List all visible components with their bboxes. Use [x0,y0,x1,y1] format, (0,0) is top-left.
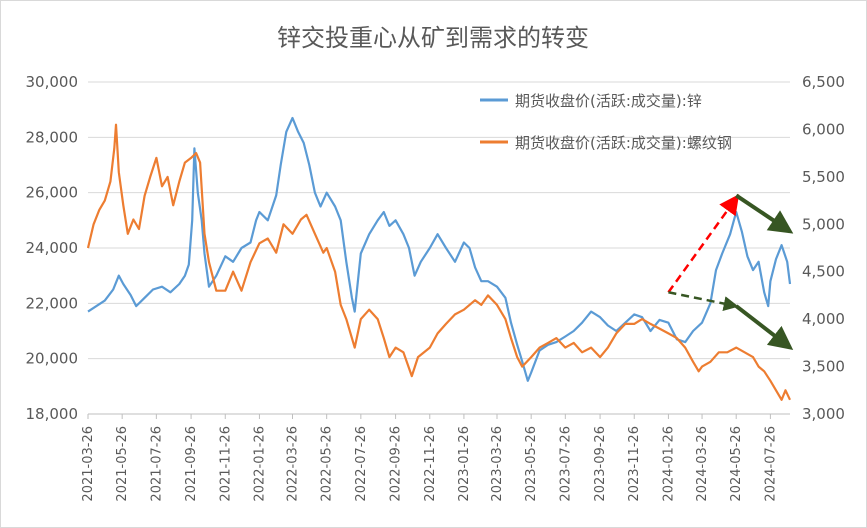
series-lines [86,116,792,401]
trend-arrows [667,193,794,351]
x-tick-label: 2022-11-26 [423,426,438,502]
trend-arrow-1 [667,194,740,293]
x-tick-label: 2021-05-26 [115,426,130,502]
y-left-tick-label: 28,000 [26,128,79,146]
x-tick-label: 2024-01-26 [661,426,676,502]
y-left-tick-label: 24,000 [26,239,79,257]
y-left-tick-label: 18,000 [26,405,79,423]
y-right-tick-label: 3,000 [802,405,845,423]
y-right-tick-label: 3,500 [802,358,845,376]
y-right-tick-label: 5,000 [802,215,845,233]
legend-label-zinc: 期货收盘价(活跃:成交量):锌 [515,92,702,110]
x-tick-label: 2021-03-26 [81,426,96,502]
y-right-tick-label: 6,000 [802,120,845,138]
legend-label-rebar: 期货收盘价(活跃:成交量):螺纹钢 [515,134,732,152]
x-tick-label: 2022-01-26 [252,426,267,502]
y-left-tick-label: 20,000 [26,350,79,368]
x-tick-label: 2024-05-26 [729,426,744,502]
y-right-tick-label: 4,500 [802,263,845,281]
y-right-tick-label: 4,000 [802,310,845,328]
y-left-tick-label: 26,000 [26,184,79,202]
x-axis: 2021-03-26 2021-05-26 2021-07-26 2021-09-26… [81,413,790,502]
y-axis-left: 18,000 20,000 22,000 24,000 26,000 28,000 30,0… [26,73,79,423]
x-tick-label: 2021-09-26 [184,426,199,502]
x-tick-label: 2022-03-26 [285,426,300,502]
x-tick-label: 2023-01-26 [457,426,472,502]
y-right-tick-label: 6,500 [802,73,845,91]
x-tick-label: 2022-07-26 [354,426,369,502]
y-axis-right: 3,000 3,500 4,000 4,500 5,000 5,500 6,000 6,500 [802,73,845,423]
series-line-rebar [86,123,791,401]
x-tick-label: 2024-07-26 [763,426,778,502]
x-tick-label: 2024-03-26 [695,426,710,502]
trend-arrow-3 [735,193,794,234]
x-tick-label: 2023-03-26 [490,426,505,502]
chart-title: 锌交投重心从矿到需求的转变 [277,24,589,52]
series-line-zinc [87,116,792,382]
y-left-tick-label: 22,000 [26,294,79,312]
legend: 期货收盘价(活跃:成交量):锌 期货收盘价(活跃:成交量):螺纹钢 [480,92,732,152]
trend-arrow-2 [668,291,739,311]
trend-arrow-4 [734,304,794,351]
x-tick-label: 2023-07-26 [558,426,573,502]
x-tick-label: 2023-11-26 [627,426,642,502]
x-tick-label: 2023-09-26 [593,426,608,502]
x-tick-label: 2022-05-26 [320,426,335,502]
y-right-tick-label: 5,500 [802,168,845,186]
x-tick-label: 2021-07-26 [149,426,164,502]
x-tick-label: 2021-11-26 [218,426,233,502]
x-tick-label: 2022-09-26 [389,426,404,502]
x-tick-label: 2023-05-26 [524,426,539,502]
y-left-tick-label: 30,000 [26,73,79,91]
